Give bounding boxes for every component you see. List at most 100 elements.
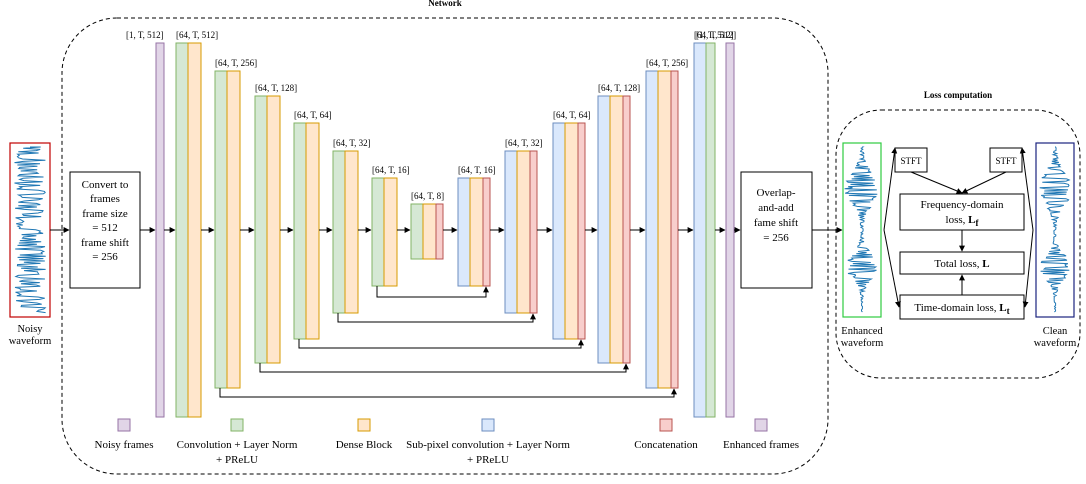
layer-e4-shape-label: [64, T, 64] <box>294 110 332 120</box>
clean-waveform <box>1035 142 1075 318</box>
layer-e6-block-0 <box>371 177 385 287</box>
network-title: Network <box>428 0 462 8</box>
layer-d3-block-2 <box>577 122 586 340</box>
layer-d1-block-1 <box>469 177 484 287</box>
layer-d3-shape-label: [64, T, 64] <box>553 110 591 120</box>
stft-left-label: STFT <box>900 156 922 166</box>
enhanced-waveform-signal <box>844 146 878 313</box>
convert-box <box>69 171 141 289</box>
layer-e6-block-1 <box>383 177 398 287</box>
layer-d4-block-1 <box>609 95 624 364</box>
legend-item-2: Dense Block <box>336 418 393 451</box>
overlap-line-1: Overlap- <box>756 187 795 199</box>
convert-line-6: = 256 <box>92 251 118 263</box>
loss-container <box>835 109 1081 379</box>
layer-e2-shape-label: [64, T, 256] <box>215 58 257 68</box>
noisy-label-1: Noisy <box>17 324 43 335</box>
layer-e5: [64, T, 32] <box>332 138 371 314</box>
layer-e3: [64, T, 128] <box>254 83 297 364</box>
layer-d2-block-0 <box>504 150 518 314</box>
layer-d1: [64, T, 16] <box>457 165 496 287</box>
layer-e1-block-0 <box>175 42 189 418</box>
layer-d3: [64, T, 64] <box>552 110 591 340</box>
legend-item-1: Convolution + Layer Norm + PReLU <box>177 418 298 466</box>
noisy-waveform <box>9 142 51 318</box>
layer-d6-shape-label: [64, T, 512] <box>694 30 736 40</box>
legend: Noisy frames Convolution + Layer Norm + PR… <box>95 418 799 466</box>
legend-swatch-0 <box>117 418 131 432</box>
clean-to-stft-arrow <box>1019 147 1034 231</box>
overlap-line-2: and-add <box>758 202 794 214</box>
noisy-waveform-signal <box>14 146 47 314</box>
legend-label-2: Dense Block <box>336 439 393 451</box>
layer-d5-block-2 <box>670 70 679 389</box>
layer-b-block-2 <box>435 203 444 260</box>
layer-d4-block-2 <box>622 95 631 364</box>
layer-e5-shape-label: [64, T, 32] <box>333 138 371 148</box>
freq-loss-box <box>899 193 1025 231</box>
layer-d1-shape-label: [64, T, 16] <box>458 165 496 175</box>
layer-e3-shape-label: [64, T, 128] <box>255 83 297 93</box>
legend-label-1-line-2: + PReLU <box>216 454 258 466</box>
legend-label-1: Convolution + Layer Norm <box>177 439 298 451</box>
convert-line-4: = 512 <box>92 222 117 234</box>
layer-b-block-1 <box>422 203 437 260</box>
skip-connections <box>219 286 677 398</box>
skip-e4-to-d3 <box>298 339 584 349</box>
layer-d4: [64, T, 128] <box>597 83 640 364</box>
skip-e5-to-d2 <box>337 313 536 323</box>
skip-e2-to-d5 <box>219 388 677 398</box>
legend-label-3: Sub-pixel convolution + Layer Norm <box>406 439 570 451</box>
legend-swatch-2 <box>357 418 371 432</box>
layer-e3-block-1 <box>266 95 281 364</box>
clean-label-1: Clean <box>1043 326 1068 337</box>
noisy-label-2: waveform <box>9 336 52 347</box>
layer-e2-block-1 <box>226 70 241 389</box>
convert-line-3: frame size <box>82 208 128 220</box>
layer-d2-block-1 <box>516 150 531 314</box>
clean-label-2: waveform <box>1034 338 1077 349</box>
layer-d6-block-0 <box>693 42 707 418</box>
layer-d3-block-0 <box>552 122 566 340</box>
layer-d5-block-1 <box>657 70 672 389</box>
layer-e5-block-0 <box>332 150 346 314</box>
layer-in-shape-label: [1, T, 512] <box>126 30 164 40</box>
overlap-line-4: = 256 <box>763 232 789 244</box>
enhanced-waveform-frame <box>842 142 882 318</box>
layer-d2-block-2 <box>529 150 538 314</box>
convert-line-5: frame shift <box>81 237 129 249</box>
layer-e1-shape-label: [64, T, 512] <box>176 30 218 40</box>
layer-d3-block-1 <box>564 122 579 340</box>
layer-d2-shape-label: [64, T, 32] <box>505 138 543 148</box>
layer-e6: [64, T, 16] <box>371 165 410 287</box>
overlap-add-box <box>740 171 813 289</box>
legend-item-3: Sub-pixel convolution + Layer Norm + PReL… <box>406 418 570 466</box>
layer-e1-block-1 <box>187 42 202 418</box>
total-loss-box <box>899 251 1025 275</box>
stft-right-label: STFT <box>995 156 1017 166</box>
clean-waveform-signal <box>1039 146 1071 313</box>
time-loss-label: Time-domain loss, Lt <box>914 302 1009 316</box>
layer-e4: [64, T, 64] <box>293 110 332 340</box>
overlap-line-3: fame shift <box>754 217 798 229</box>
layer-b-block-0 <box>410 203 424 260</box>
network-container <box>61 17 829 475</box>
layer-e3-block-0 <box>254 95 268 364</box>
layer-e2: [64, T, 256] <box>214 58 257 389</box>
layer-d6-block-1 <box>705 42 716 418</box>
skip-e3-to-d4 <box>259 363 629 373</box>
skip-e6-to-d1 <box>376 286 489 298</box>
enhanced-label-2: waveform <box>841 338 884 349</box>
legend-label-5: Enhanced frames <box>723 439 799 451</box>
enh-to-time-arrow <box>883 229 901 308</box>
total-loss-label: Total loss, L <box>934 258 989 270</box>
layer-stack-group: [1, T, 512] [64, T, 512] [64, T, 256] [64, … <box>126 30 736 418</box>
layer-d5-shape-label: [64, T, 256] <box>646 58 688 68</box>
layer-out-block-0 <box>725 42 735 418</box>
legend-label-0: Noisy frames <box>95 439 154 451</box>
layer-d1-block-2 <box>482 177 491 287</box>
legend-label-4: Concatenation <box>634 439 698 451</box>
stft-right-to-freq-arrow <box>961 171 1007 194</box>
enhanced-label-1: Enhanced <box>841 326 883 337</box>
